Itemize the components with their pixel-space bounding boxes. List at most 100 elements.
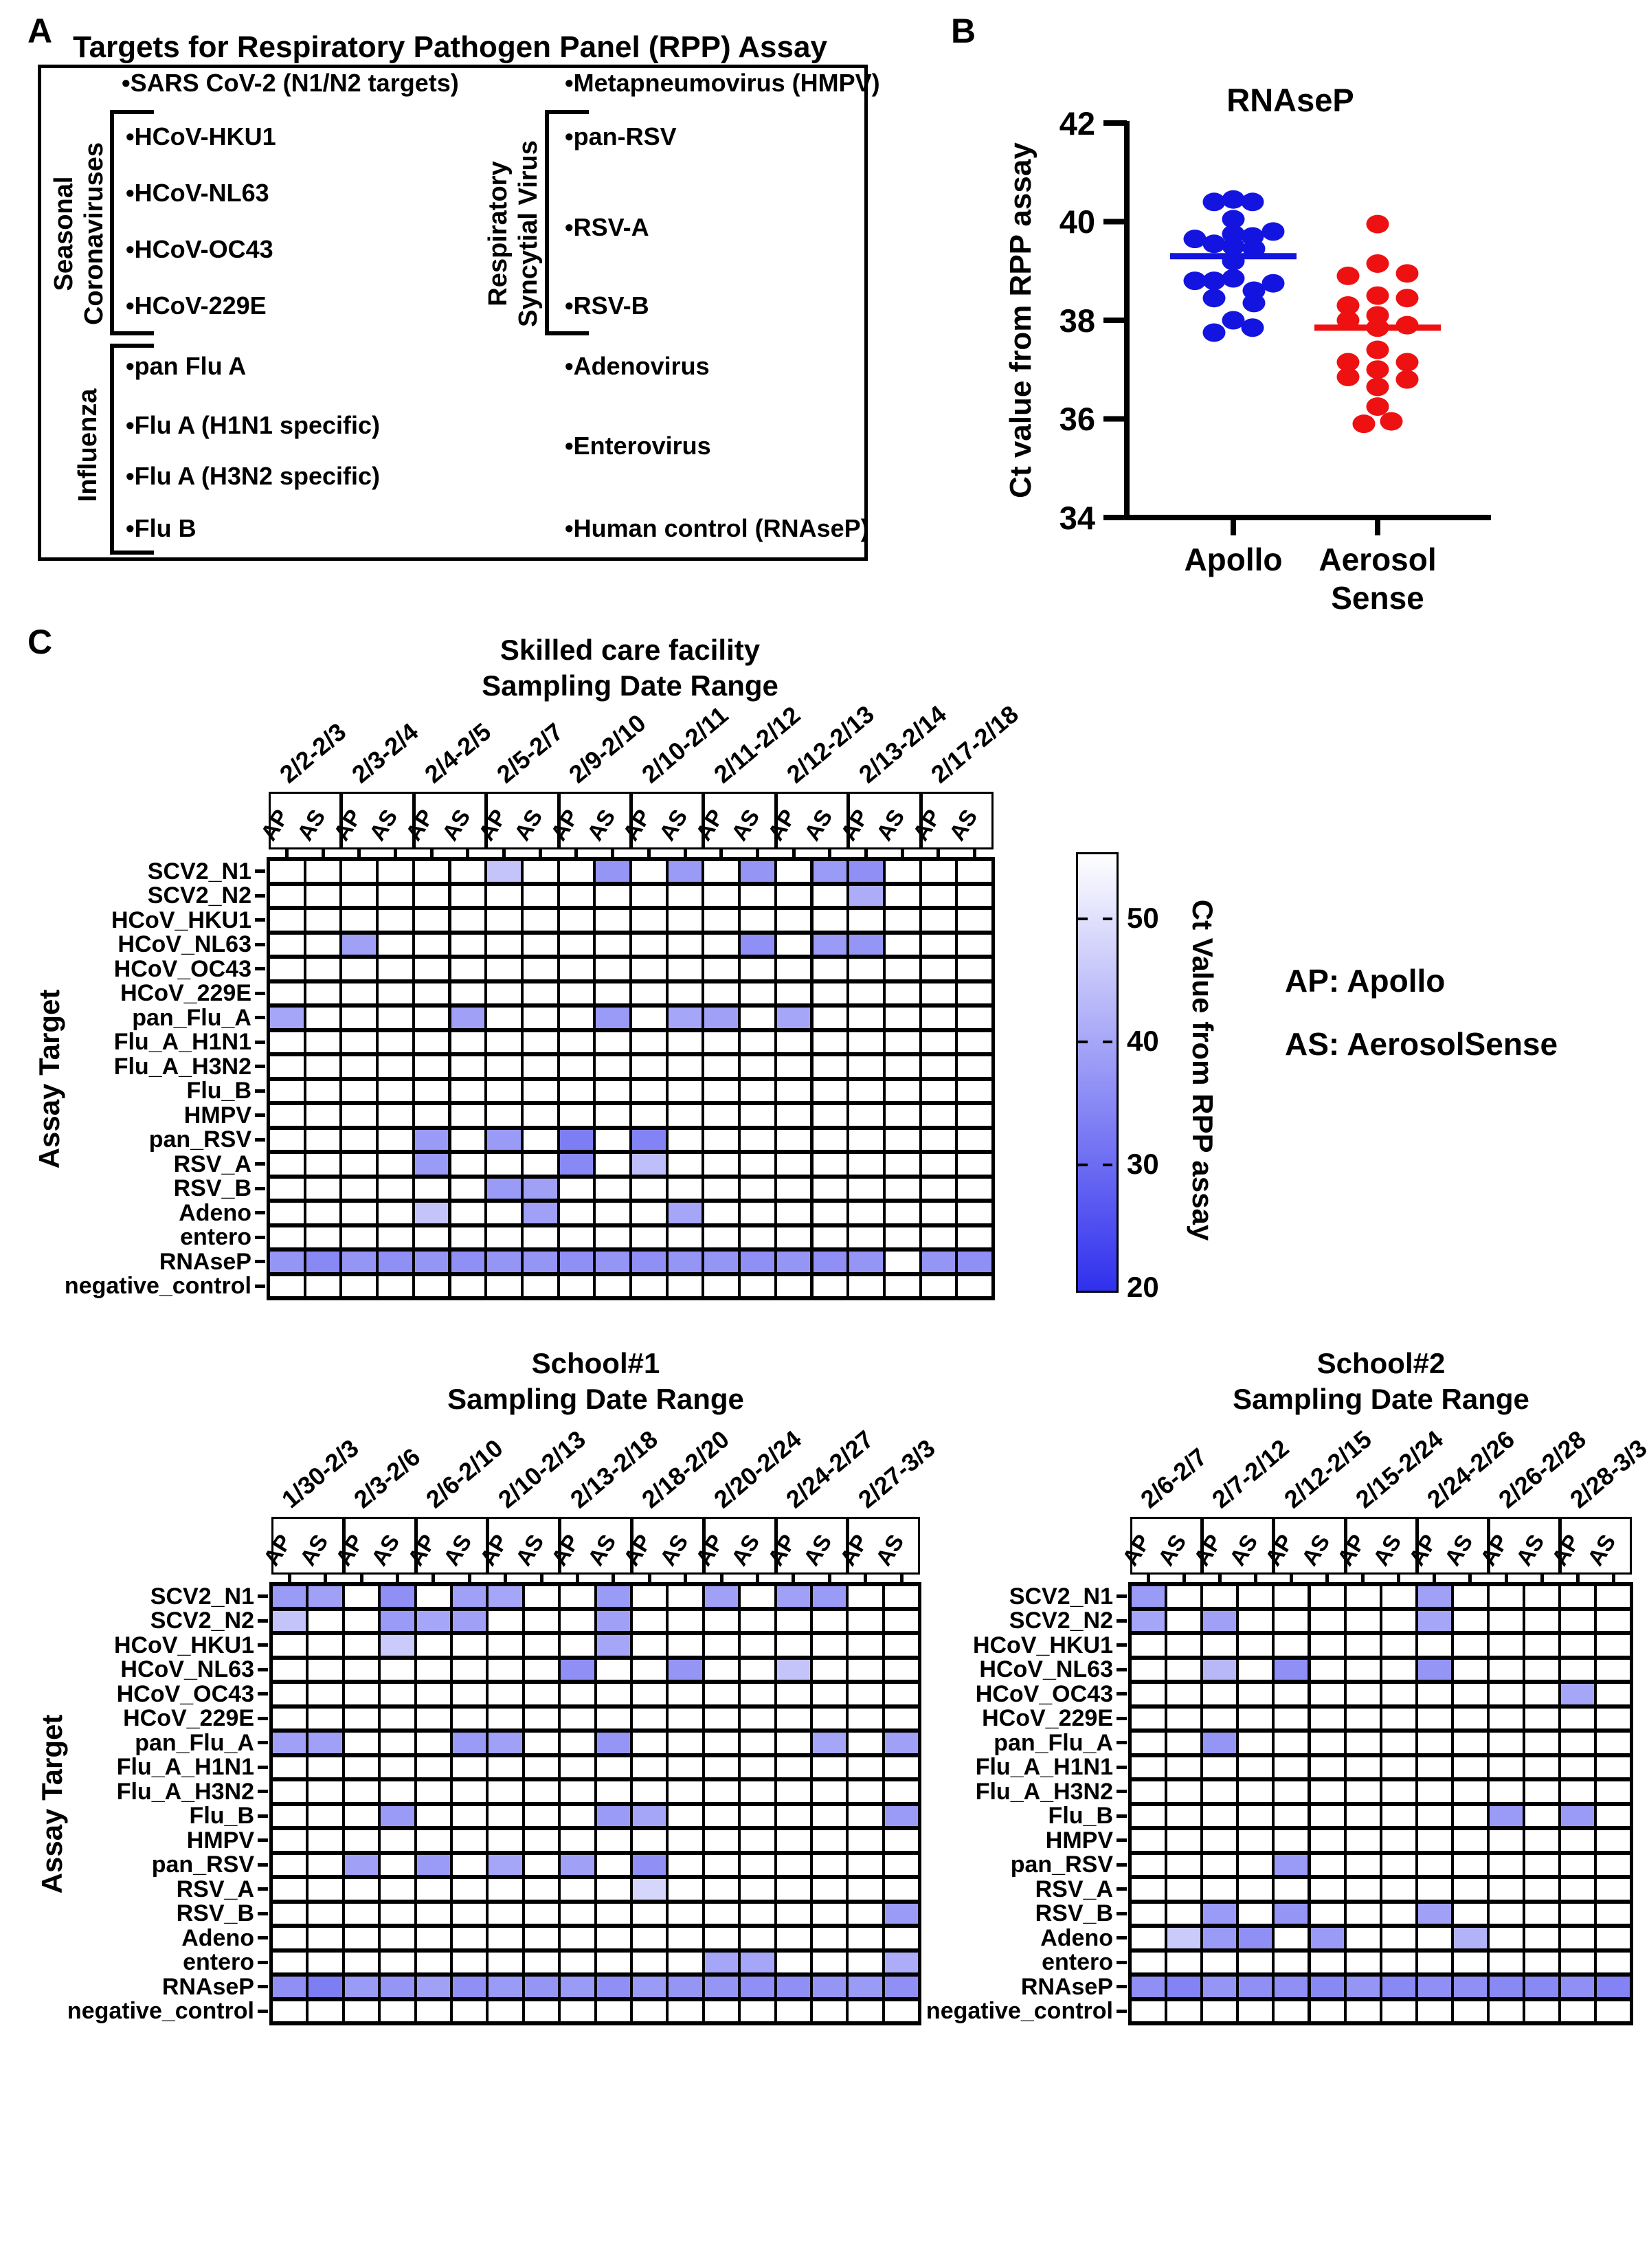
row-label: RSV_B (1035, 1900, 1113, 1927)
heatmap-cell (668, 1008, 702, 1028)
heatmap-cell (1167, 1781, 1201, 1802)
heatmap-cell (1490, 1684, 1523, 1704)
heatmap-cell (451, 885, 485, 906)
date-range-label: 2/2-2/3 (273, 717, 351, 789)
heatmap-cell (1382, 1781, 1415, 1802)
heatmap-cell (633, 1610, 666, 1631)
heatmap-cell (414, 1178, 449, 1199)
heatmap-cell (596, 934, 629, 955)
heatmap-cell (309, 1586, 342, 1607)
heatmap-cell (849, 1757, 882, 1777)
row-tick (258, 2009, 268, 2013)
heatmap-cell (270, 1154, 304, 1175)
heatmap-cell (559, 934, 594, 955)
heatmap-cell (633, 1757, 666, 1777)
colorbar-tick-40: 40 (1127, 1025, 1159, 1057)
heatmap-cell (1310, 1733, 1344, 1753)
heatmap-cell (596, 1154, 629, 1175)
heatmap-cell (1382, 1977, 1415, 1997)
heatmap-cell (344, 1977, 379, 1997)
heatmap-cell (1132, 1684, 1165, 1704)
heatmap-cell (885, 1008, 919, 1028)
heatmap-cell (524, 1805, 559, 1826)
heatmap-cell (1346, 1733, 1380, 1753)
header-box (703, 792, 776, 849)
heatmap-cell (524, 1733, 559, 1753)
heatmap-cell (309, 1757, 342, 1777)
heatmap-cell (669, 1952, 702, 1972)
row-label: RNAseP (1020, 1973, 1113, 2000)
heatmap-cell (1167, 1586, 1201, 1607)
heatmap-cell (596, 1708, 630, 1728)
heatmap-cell (416, 1903, 450, 1924)
heatmap-cell (1382, 1928, 1415, 1948)
column-tick (539, 1575, 543, 1584)
heatmap-cell (379, 910, 412, 931)
heatmap-cell (633, 1928, 666, 1948)
heatmap-cell (1525, 1708, 1559, 1728)
heatmap-cell (921, 861, 956, 882)
heatmap-cell (381, 1952, 414, 1972)
heatmap-cell (741, 1879, 774, 1900)
heatmap-cell (669, 2001, 702, 2021)
heatmap-cell (704, 1952, 739, 1972)
heatmap-cell (1167, 1928, 1201, 1948)
heatmap-cell (813, 885, 847, 906)
heatmap-cell (632, 1080, 666, 1101)
heatmap-cell (668, 1080, 702, 1101)
heatmap-cell (381, 1781, 414, 1802)
row-label: HCoV_OC43 (116, 1680, 254, 1707)
row-label: negative_control (67, 1998, 254, 2025)
heatmap-cell (776, 1080, 811, 1101)
heatmap-cell (741, 1129, 774, 1150)
heatmap-cell (381, 1586, 414, 1607)
row-tick (255, 893, 265, 898)
heatmap-cell (633, 1854, 666, 1875)
row-tick (258, 1765, 268, 1769)
heatmap-cell (1490, 1952, 1523, 1972)
heatmap-cell (741, 1227, 774, 1247)
heatmap-cell (414, 1203, 449, 1223)
heatmap-cell (451, 861, 485, 882)
heatmap-cell (1167, 1684, 1201, 1704)
header-box (920, 792, 994, 849)
heatmap-cell (1346, 1781, 1380, 1802)
heatmap-cell (489, 1708, 522, 1728)
heatmap-cell (632, 1154, 666, 1175)
heatmap-cell (1239, 1610, 1272, 1631)
heatmap-cell (1453, 1903, 1487, 1924)
heatmap-cell (487, 1080, 521, 1101)
heatmap-cell (559, 1008, 594, 1028)
heatmap-cell (632, 1252, 666, 1272)
heatmap-cell (1417, 1781, 1451, 1802)
header-box (413, 792, 487, 849)
heatmap-cell (453, 1928, 486, 1948)
row-tick (255, 991, 265, 995)
heatmap-cell (523, 959, 557, 979)
heatmap-cell (668, 861, 702, 882)
heatmap-cell (487, 910, 521, 931)
heatmap-cell (270, 1032, 304, 1052)
heatmap-cell (453, 1879, 486, 1900)
heatmap-cell (451, 1129, 485, 1150)
heatmap-cell (885, 1203, 919, 1223)
heatmap-cell (669, 1854, 702, 1875)
heatmap-cell (273, 2001, 306, 2021)
row-label: Flu_B (189, 1803, 254, 1830)
heatmap-cell (559, 1252, 594, 1272)
row-label: pan_RSV (1010, 1852, 1113, 1878)
heatmap-cell (1346, 1854, 1380, 1875)
seasonal-label-line2: Coronaviruses (80, 142, 109, 326)
heatmap-cell (596, 1276, 629, 1296)
heatmap-cell (1490, 1854, 1523, 1875)
heatmap-cell (451, 1032, 485, 1052)
heatmap-cell (776, 1977, 810, 1997)
heatmap-cell (379, 1154, 412, 1175)
heatmap-cell (453, 1708, 486, 1728)
heatmap-cell (487, 959, 521, 979)
row-tick (255, 967, 265, 971)
heatmap-cell (1597, 1708, 1630, 1728)
heatmap-cell (1453, 1586, 1487, 1607)
heatmap-cell (1490, 1610, 1523, 1631)
column-tick (719, 1575, 723, 1584)
